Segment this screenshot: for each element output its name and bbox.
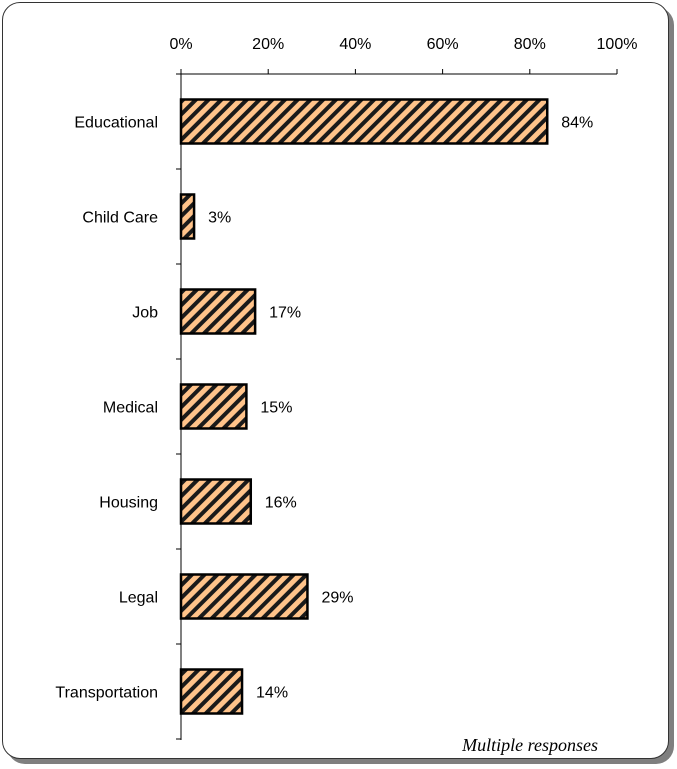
data-label: 17% <box>269 305 301 322</box>
category-label: Medical <box>103 400 158 417</box>
x-tick-label: 20% <box>252 36 284 53</box>
x-tick-label: 40% <box>339 36 371 53</box>
data-label: 3% <box>208 210 231 227</box>
category-label: Transportation <box>55 685 158 702</box>
bar-legal <box>179 573 309 620</box>
bar-housing <box>179 478 253 525</box>
category-label: Job <box>132 305 158 322</box>
x-tick-label: 0% <box>169 36 192 53</box>
x-tick-label: 80% <box>514 36 546 53</box>
bar-educational <box>179 98 549 145</box>
bar-medical <box>179 383 248 430</box>
data-label: 84% <box>561 115 593 132</box>
bars <box>179 98 549 715</box>
category-label: Educational <box>74 115 158 132</box>
category-label: Child Care <box>82 210 158 227</box>
x-tick-label: 100% <box>597 36 638 53</box>
bar-job <box>179 288 257 335</box>
x-tick-label: 60% <box>427 36 459 53</box>
bar-transportation <box>179 668 244 715</box>
bar-child-care <box>179 193 196 240</box>
data-label: 14% <box>256 685 288 702</box>
multiple-responses-note: Multiple responses <box>461 735 598 755</box>
category-label: Legal <box>119 590 158 607</box>
data-label: 16% <box>265 495 297 512</box>
axes: 0% 20% 40% 60% 80% 100% <box>169 36 637 740</box>
data-label: 29% <box>321 590 353 607</box>
data-label: 15% <box>260 400 292 417</box>
category-label: Housing <box>99 495 158 512</box>
labels: Educational 84% Child Care 3% Job 17% Medical 1… <box>55 115 593 702</box>
